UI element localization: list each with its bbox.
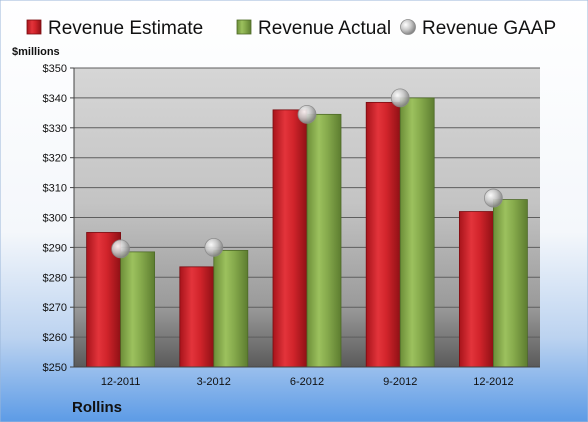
bar-revenue-estimate-3-2012 [179, 266, 215, 368]
y-tick-label: $310 [43, 183, 67, 195]
y-tick-label: $270 [43, 302, 67, 314]
x-tick-label: 3-2012 [197, 376, 231, 388]
gaap-markers [111, 88, 503, 259]
legend-label-revenue-gaap: Revenue GAAP [422, 18, 556, 39]
company-name: Rollins [72, 399, 122, 416]
y-tick-label: $330 [43, 123, 67, 135]
y-axis: $250 $260 $270 $280 $290 $300 $310 $320 $330 $340… [43, 63, 75, 374]
bar-revenue-actual-3-2012 [213, 249, 249, 368]
y-tick-label: $250 [43, 362, 67, 374]
bar-revenue-actual-6-2012 [306, 113, 342, 368]
y-unit-label: $millions [12, 46, 60, 58]
y-tick-label: $300 [43, 213, 67, 225]
legend-swatch-revenue-actual [236, 19, 252, 35]
legend-swatch-revenue-gaap [400, 19, 416, 35]
legend-label-revenue-actual: Revenue Actual [258, 18, 391, 39]
x-axis: 12-2011 3-2012 6-2012 9-2012 12-2012 [74, 366, 540, 388]
bar-revenue-estimate-12-2012 [458, 211, 494, 368]
bar-revenue-actual-9-2012 [399, 97, 435, 368]
bar-revenue-estimate-9-2012 [365, 101, 401, 368]
gaap-marker-9-2012 [390, 88, 410, 108]
bar-revenue-actual-12-2011 [120, 251, 155, 368]
bars [86, 97, 528, 368]
gaap-marker-6-2012 [297, 104, 317, 124]
y-tick-label: $350 [43, 63, 67, 75]
y-tick-label: $290 [43, 242, 67, 254]
x-tick-label: 9-2012 [383, 376, 417, 388]
y-tick-label: $320 [43, 153, 67, 165]
gaap-marker-12-2011 [111, 239, 130, 259]
x-tick-label: 12-2011 [101, 376, 141, 388]
legend: Revenue Estimate Revenue Actual Revenue GA… [26, 18, 556, 39]
bar-revenue-actual-12-2012 [492, 199, 528, 368]
y-tick-label: $260 [43, 332, 67, 344]
x-tick-label: 12-2012 [473, 376, 513, 388]
y-tick-label: $280 [43, 272, 67, 284]
legend-swatch-revenue-estimate [26, 19, 42, 35]
y-tick-label: $340 [43, 93, 67, 105]
gaap-marker-12-2012 [483, 188, 503, 208]
x-tick-label: 6-2012 [290, 376, 324, 388]
gaap-marker-3-2012 [204, 237, 224, 257]
legend-label-revenue-estimate: Revenue Estimate [48, 18, 203, 39]
bar-revenue-estimate-6-2012 [272, 109, 308, 368]
